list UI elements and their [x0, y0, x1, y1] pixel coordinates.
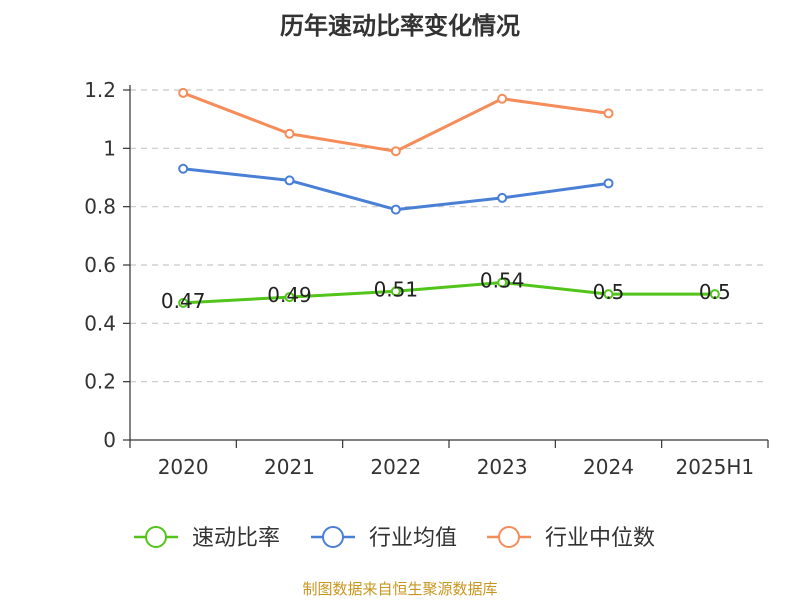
series-line	[182, 91, 609, 153]
data-point	[497, 192, 508, 203]
data-point	[709, 289, 720, 300]
series-lines	[178, 87, 720, 308]
data-point	[178, 87, 189, 98]
chart-title: 历年速动比率变化情况	[280, 12, 520, 40]
y-tick-label: 0.6	[84, 253, 116, 277]
legend-label: 行业中位数	[545, 526, 655, 551]
data-point	[178, 297, 189, 308]
x-tick-label: 2025H1	[675, 455, 754, 479]
source-note: 制图数据来自恒生聚源数据库	[302, 580, 498, 598]
x-tick-label: 2022	[370, 455, 421, 479]
data-point	[178, 163, 189, 174]
x-tick-label: 2024	[583, 455, 634, 479]
data-point	[497, 93, 508, 104]
data-label: 0.54	[480, 269, 525, 293]
data-label: 0.49	[267, 283, 312, 307]
y-tick-label: 1	[103, 136, 116, 160]
legend: 速动比率 行业均值 行业中位数	[134, 526, 655, 551]
data-point	[390, 146, 401, 157]
data-point	[497, 277, 508, 288]
x-tick-label: 2021	[264, 455, 315, 479]
series-line	[183, 281, 715, 305]
series-line	[183, 167, 609, 212]
legend-marker	[145, 526, 167, 548]
y-tick-label: 0.4	[84, 311, 116, 335]
grid-lines	[130, 89, 768, 383]
data-point	[603, 178, 614, 189]
data-label: 0.51	[374, 277, 419, 301]
data-point	[390, 286, 401, 297]
data-label: 0.5	[593, 280, 625, 304]
legend-marker	[322, 526, 344, 548]
x-tick-label: 2023	[477, 455, 528, 479]
legend-label: 行业均值	[369, 526, 457, 551]
x-tick-label: 2020	[158, 455, 209, 479]
data-point	[603, 289, 614, 300]
data-point	[284, 128, 295, 139]
y-tick-label: 0.8	[84, 195, 116, 219]
data-label: 0.5	[699, 280, 731, 304]
y-tick-label: 1.2	[84, 78, 116, 102]
data-point	[603, 108, 614, 119]
axes: 0 0.2 0.4 0.6 0.8 1 1.2 2020 2021 2022 2023 2024 202…	[84, 78, 769, 479]
legend-marker	[498, 526, 520, 548]
data-point	[284, 175, 295, 186]
legend-label: 速动比率	[192, 526, 280, 551]
data-labels: 0.47 0.49 0.51 0.54 0.5 0.5	[161, 269, 731, 313]
data-point	[284, 292, 295, 303]
data-label: 0.47	[161, 289, 206, 313]
y-tick-label: 0.2	[84, 370, 116, 394]
data-point	[390, 204, 401, 215]
y-tick-label: 0	[103, 428, 116, 452]
